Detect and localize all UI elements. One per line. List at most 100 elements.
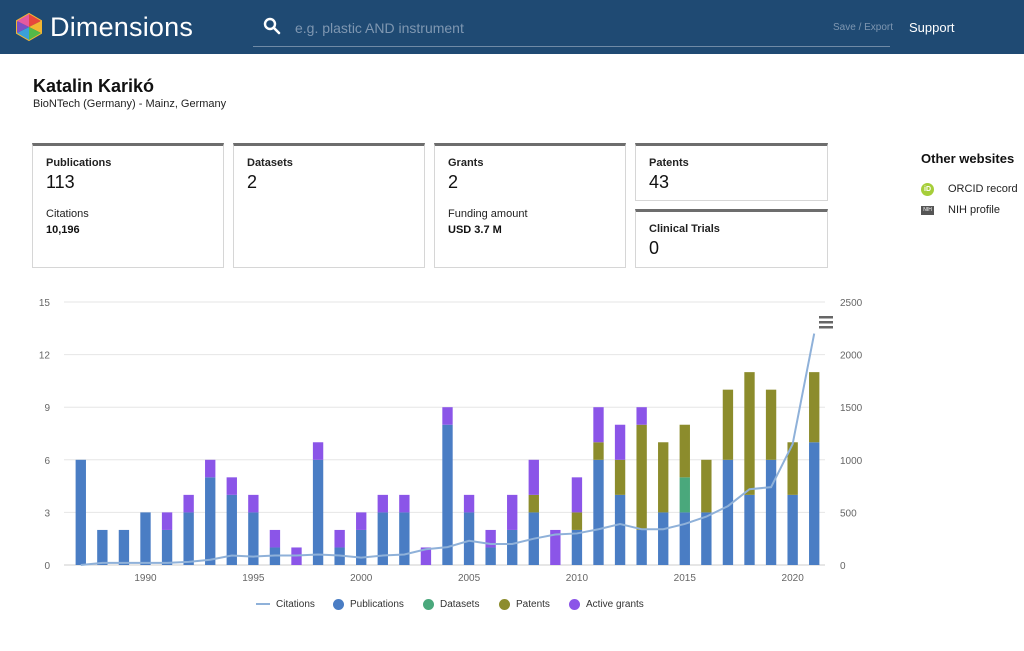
bar-publications <box>765 459 777 565</box>
bar-active-grants <box>334 529 345 548</box>
bar-publications <box>701 512 712 565</box>
bar-publications <box>614 494 626 565</box>
bar-active-grants <box>226 477 237 495</box>
researcher-name: Katalin Karikó <box>33 76 155 96</box>
chart-menu-icon[interactable] <box>819 316 833 329</box>
dimensions-logo[interactable]: Dimensions <box>14 10 193 44</box>
bar-patents <box>571 512 583 530</box>
bar-active-grants <box>614 424 626 460</box>
y-axis-tick-label: 3 <box>44 508 50 519</box>
app-name: Dimensions <box>50 11 194 42</box>
other-websites-title: Other websites <box>921 151 1015 166</box>
dimensions-logo-icon <box>16 12 42 42</box>
y2-axis-tick-label: 2500 <box>840 298 863 309</box>
bar-publications <box>722 459 734 565</box>
bar-active-grants <box>636 407 647 425</box>
y-axis-tick-label: 6 <box>44 456 50 467</box>
publications-label: Publications <box>46 157 112 169</box>
bar-active-grants <box>485 529 496 548</box>
orcid-icon: iD <box>921 182 934 196</box>
bar-active-grants <box>463 494 475 513</box>
y2-axis-tick-label: 500 <box>840 508 857 519</box>
publications-card[interactable]: Publications 113 Citations 10,196 <box>32 143 224 268</box>
bar-publications <box>248 512 259 565</box>
bar-patents <box>593 442 604 460</box>
legend-label: Patents <box>516 598 550 610</box>
legend-label: Publications <box>350 598 404 610</box>
clinical-trials-label: Clinical Trials <box>649 223 720 235</box>
bar-publications <box>161 529 173 565</box>
bar-patents <box>528 494 539 513</box>
x-axis-tick-label: 1990 <box>134 573 157 584</box>
x-axis-tick-label: 2000 <box>350 573 373 584</box>
x-axis-tick-label: 2015 <box>674 573 697 584</box>
y-axis-tick-label: 9 <box>44 403 50 414</box>
y-axis-tick-label: 0 <box>44 561 50 572</box>
bar-publications <box>571 529 583 565</box>
bar-patents <box>765 389 777 460</box>
bar-publications <box>744 494 755 565</box>
x-axis-tick-label: 2005 <box>458 573 481 584</box>
citations-count: 10,196 <box>46 224 80 236</box>
bar-publications <box>442 424 453 565</box>
bar-active-grants <box>205 459 216 478</box>
x-axis-tick-label: 1995 <box>242 573 265 584</box>
orcid-link-label: ORCID record <box>948 183 1018 195</box>
bar-patents <box>722 389 734 460</box>
datasets-card[interactable]: Datasets 2 <box>233 143 425 268</box>
bar-publications <box>463 512 475 565</box>
top-navigation-bar: Dimensions Save / Export Support <box>0 0 1024 54</box>
nih-icon: NIH <box>921 205 934 215</box>
bar-active-grants <box>550 529 561 565</box>
bar-active-grants <box>420 547 432 565</box>
legend-dot-icon <box>569 598 580 610</box>
save-export-button[interactable]: Save / Export <box>833 22 894 33</box>
y2-axis-tick-label: 2000 <box>840 351 863 362</box>
legend-datasets[interactable]: Datasets <box>423 597 479 611</box>
legend-line-icon <box>256 603 270 605</box>
search-input[interactable] <box>293 14 817 42</box>
bar-publications <box>205 477 216 565</box>
legend-active-grants[interactable]: Active grants <box>569 597 644 611</box>
publications-chart: 0 3 6 9 12 15 0 500 1000 1500 2000 2500 1990 1995 2000… <box>39 298 863 584</box>
researcher-affiliation[interactable]: BioNTech (Germany) - Mainz, Germany <box>33 98 227 110</box>
bar-active-grants <box>528 459 539 495</box>
bar-active-grants <box>507 494 518 530</box>
patents-card[interactable]: Patents 43 <box>635 143 828 201</box>
bar-publications <box>658 512 669 565</box>
bar-patents <box>744 372 755 495</box>
legend-label: Citations <box>276 598 315 610</box>
nih-link[interactable]: NIH NIH profile <box>921 202 1000 218</box>
y-axis-tick-label: 15 <box>39 298 51 309</box>
bar-publications <box>140 512 151 565</box>
bar-active-grants <box>399 494 410 513</box>
search-icon[interactable] <box>263 17 281 35</box>
y2-axis-tick-label: 1000 <box>840 456 863 467</box>
clinical-trials-card[interactable]: Clinical Trials 0 <box>635 209 828 268</box>
bar-patents <box>787 442 798 495</box>
legend-patents[interactable]: Patents <box>499 597 550 611</box>
legend-publications[interactable]: Publications <box>333 597 404 611</box>
citations-line <box>80 333 816 566</box>
orcid-link[interactable]: iD ORCID record <box>921 181 1018 197</box>
bar-active-grants <box>356 512 367 530</box>
bar-publications <box>787 494 798 565</box>
legend-citations[interactable]: Citations <box>256 597 315 611</box>
datasets-count: 2 <box>247 172 258 192</box>
bar-active-grants <box>269 529 281 548</box>
legend-label: Active grants <box>586 598 644 610</box>
grants-card[interactable]: Grants 2 Funding amount USD 3.7 M <box>434 143 626 268</box>
bar-publications <box>679 512 690 565</box>
publications-count: 113 <box>46 172 75 192</box>
patents-count: 43 <box>649 172 670 192</box>
x-axis-tick-label: 2010 <box>566 573 589 584</box>
bar-patents <box>679 424 690 478</box>
bar-active-grants <box>377 494 388 513</box>
bar-datasets <box>679 477 690 513</box>
patents-label: Patents <box>649 157 689 169</box>
bar-active-grants <box>248 494 259 513</box>
bar-patents <box>614 459 626 495</box>
support-link[interactable]: Support <box>909 20 955 35</box>
funding-amount-label: Funding amount <box>448 208 528 220</box>
bar-publications <box>97 529 108 565</box>
